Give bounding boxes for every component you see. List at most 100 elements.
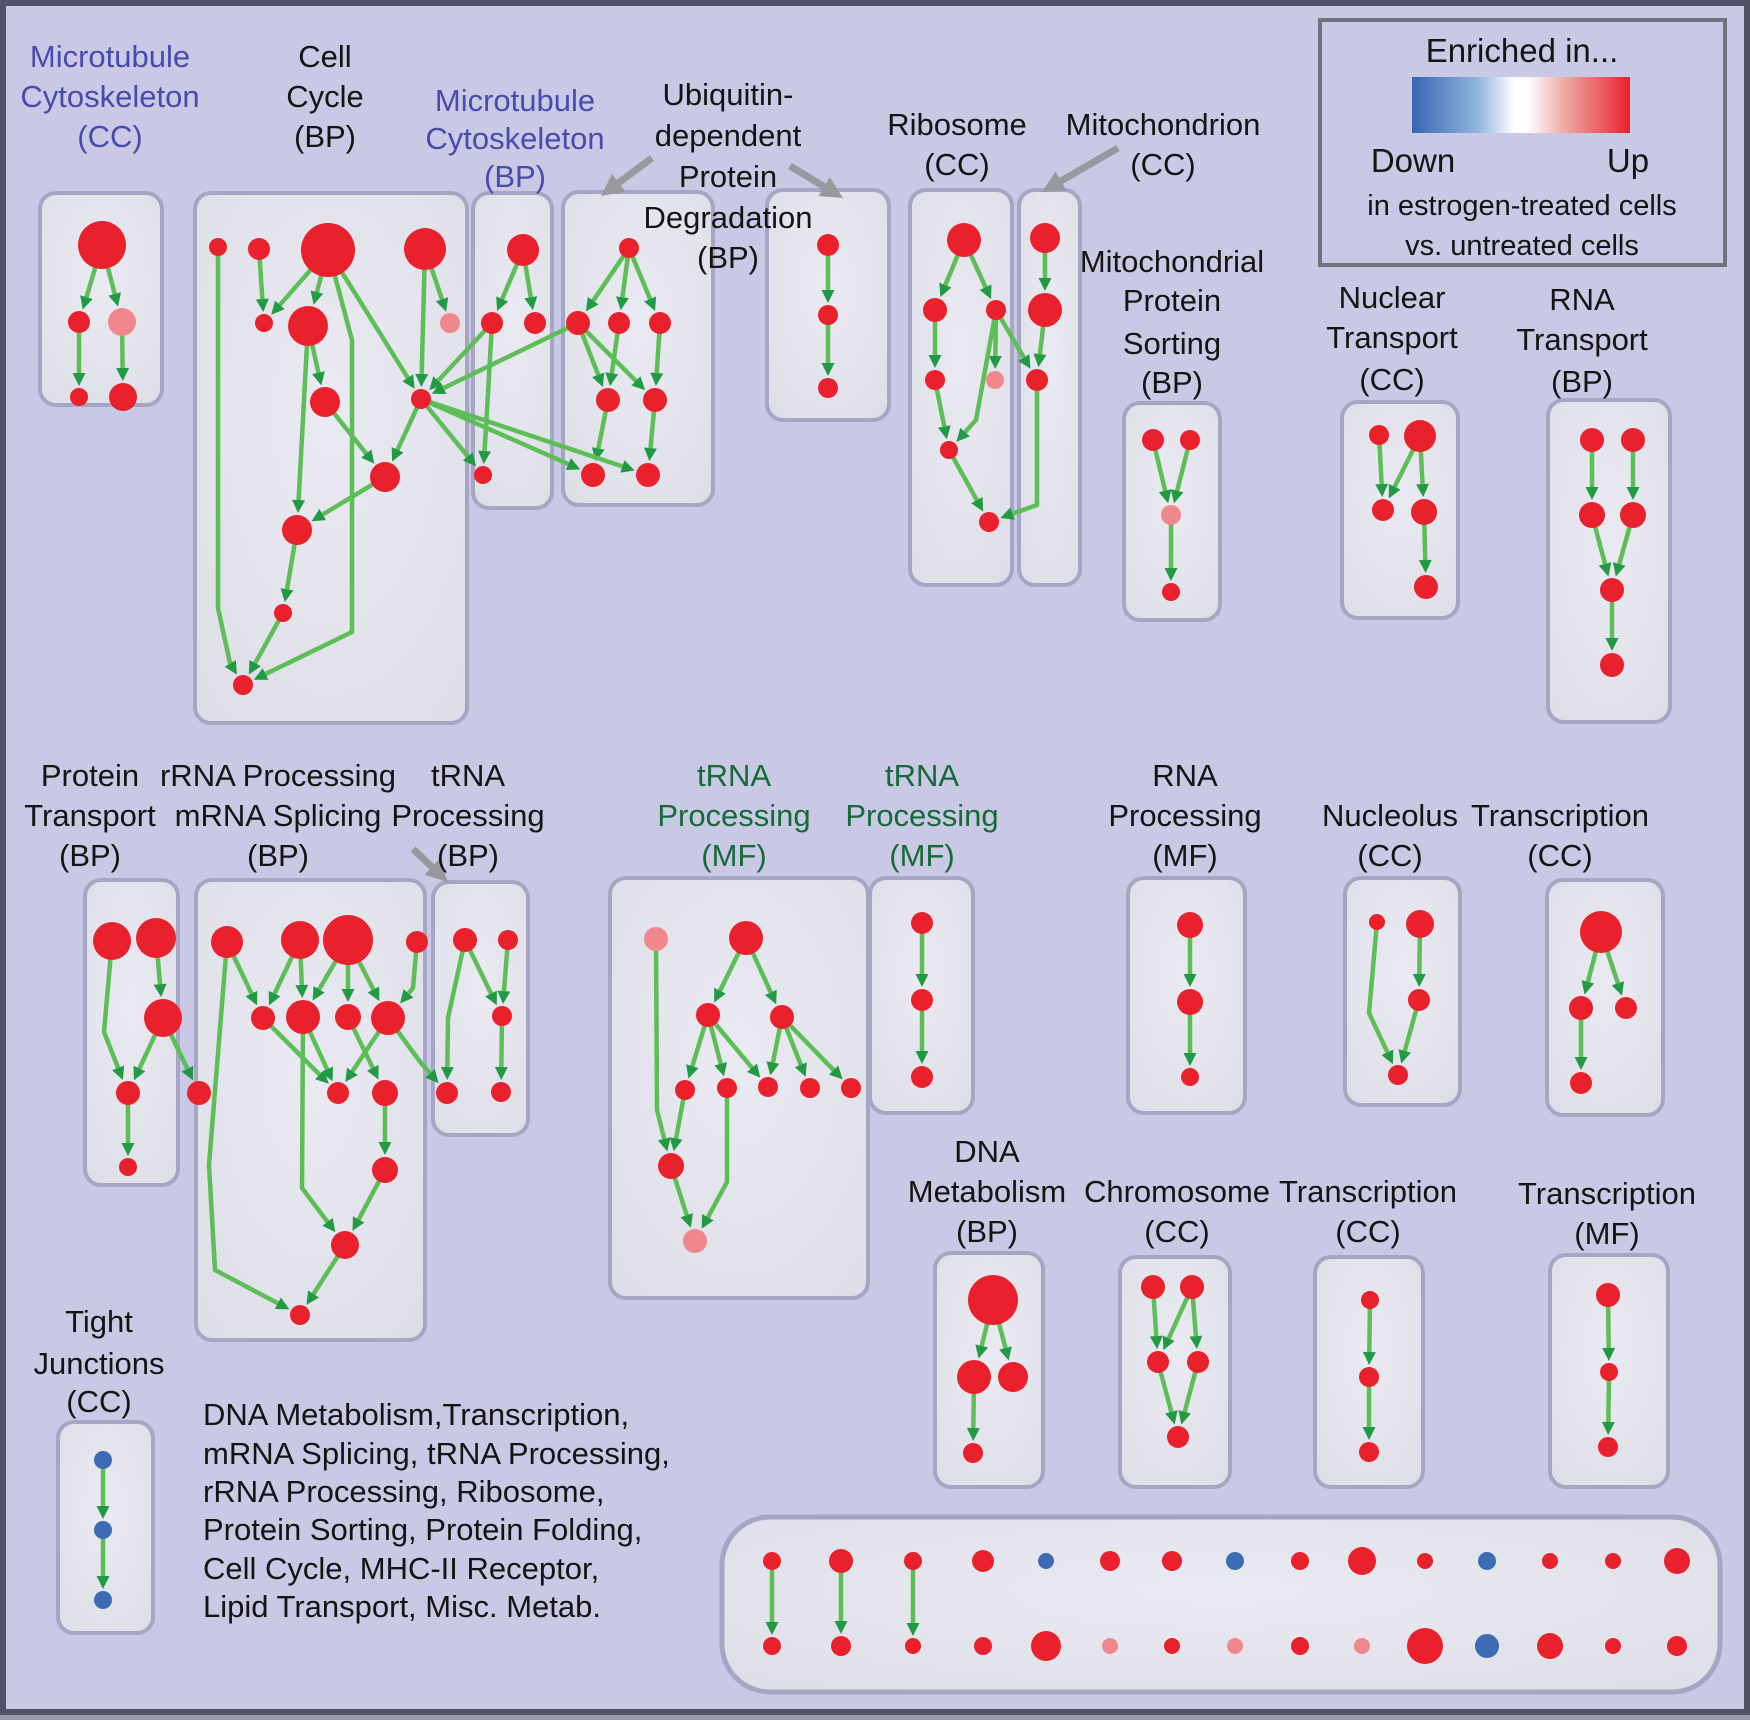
node-rr_t3 (323, 915, 373, 965)
strip-node-bottom-13 (1605, 1638, 1621, 1654)
legend-caption-line0: in estrogen-treated cells (1367, 190, 1677, 222)
edge-ch4-ch5-head (1178, 1410, 1191, 1425)
edge-nu2-nu3-head (1412, 973, 1426, 988)
edge-rr_m2-rr_b1-head (321, 1066, 334, 1082)
edge-nt4-nt5-head (1418, 559, 1432, 574)
cross-edge-rr_m4-tb_bl-head (425, 1069, 439, 1084)
edge-rr_m1-rr_b1-line (261, 1016, 322, 1077)
edge-rr_t1-rr_e-line (206, 941, 279, 1306)
node-rr_m1 (251, 1006, 275, 1030)
cluster-label-mitochondrial-protein-sorting-bp-line0: Mitochondrial (1080, 244, 1264, 279)
strip-node-bottom-2 (905, 1638, 921, 1654)
node-rp1 (1177, 912, 1203, 938)
cluster-label-transcription-cc-1-line0: Transcription (1471, 798, 1649, 833)
cross-edge-ub_r2a-cc9-line (442, 320, 579, 391)
edge-tc1-tc3-head (1611, 981, 1625, 996)
edge-tm_big-tm_ml-head (714, 987, 726, 1003)
edge-cc3-cc5-head (271, 300, 285, 315)
cluster-box-chromosome-cc (1118, 1255, 1232, 1489)
node-tm_b3 (758, 1077, 778, 1097)
legend-title: Enriched in... (1426, 32, 1619, 69)
edge-rb2-rb4-head (928, 355, 942, 368)
annotation-line-4: Cell Cycle, MHC-II Receptor, (203, 1551, 599, 1586)
node-nt2 (1404, 420, 1436, 452)
node-t33 (1359, 1442, 1379, 1462)
node-tm_b5 (841, 1078, 861, 1098)
edge-mc1-mc3-head (108, 292, 122, 307)
strip-node-bottom-12 (1537, 1633, 1563, 1659)
node-rr_t4 (406, 931, 428, 953)
node-rr_m2 (286, 1000, 320, 1034)
edge-tm_p-tm_low-head (657, 1137, 671, 1152)
node-tb_tr (498, 930, 518, 950)
edge-tm_mr-tm_b4-head (794, 1062, 807, 1077)
strip-node-bottom-5 (1102, 1638, 1118, 1654)
node-tm_b2 (717, 1078, 737, 1098)
cluster-label-microtubule-cytoskeleton-bp-line1: Cytoskeleton (425, 121, 604, 156)
node-t31 (1361, 1291, 1379, 1309)
strip-node-bottom-0 (763, 1637, 781, 1655)
strip-node-top-11 (1478, 1552, 1496, 1570)
node-tm_low (658, 1153, 684, 1179)
edge-nu3-nu4-head (1398, 1049, 1411, 1064)
cluster-label-nuclear-transport-cc-line2: (CC) (1359, 362, 1424, 397)
cluster-label-trna-processing-mf-2-line0: tRNA (885, 758, 959, 793)
legend-up-label: Up (1607, 142, 1649, 179)
cluster-box-rna-transport-bp (1546, 398, 1672, 724)
edge-tm_b1-tm_low-head (669, 1137, 683, 1152)
edge-ub_t-ub_r2b-head (615, 296, 629, 311)
edge-cc6-cc8-head (312, 371, 325, 386)
cluster-label-cell-cycle-bp-line0: Cell (298, 39, 351, 74)
node-cc3 (301, 223, 355, 277)
cluster-label-ribosome-cc-line0: Ribosome (887, 107, 1027, 142)
node-tb_bl (436, 1082, 458, 1104)
cross-edge-rr_m4-tb_bl-line (386, 1016, 432, 1075)
edge-cc3-cc9-head (402, 374, 415, 389)
edge-t31-t32-head (1362, 1351, 1376, 1366)
edge-cc1-cc13-head (224, 660, 237, 675)
cluster-label-microtubule-cytoskeleton-bp-line2: (BP) (484, 159, 546, 194)
node-ms4 (1162, 583, 1180, 601)
annotation-line-2: rRNA Processing, Ribosome, (203, 1474, 604, 1509)
strip-node-top-6 (1162, 1551, 1182, 1571)
strip-node-bottom-9 (1354, 1638, 1370, 1654)
node-rr_e (290, 1305, 310, 1325)
trna-bp-callout-arrow-head (424, 858, 448, 882)
cluster-label-mitochondrial-protein-sorting-bp-line3: (BP) (1141, 365, 1203, 400)
cross-edge-cc9-ub_b1-line (420, 396, 570, 467)
node-cc1 (209, 238, 227, 256)
node-rt3 (1579, 502, 1605, 528)
cluster-label-nucleolus-cc-line1: (CC) (1357, 838, 1422, 873)
node-ub_r3b (643, 388, 667, 412)
cluster-label-mitochondrial-protein-sorting-bp-line1: Protein (1123, 283, 1221, 318)
strip-arrow-0-head (765, 1622, 779, 1635)
edge-ub_t-ub_r2a-line (591, 246, 631, 302)
cross-edge-ub_r2a-cc9-head (431, 382, 447, 394)
strip-node-bottom-8 (1291, 1637, 1309, 1655)
cluster-label-cell-cycle-bp-line1: Cycle (286, 79, 364, 114)
edge-rb6-rb7-line (947, 448, 979, 502)
edge-cc11-cc12-head (280, 588, 294, 603)
node-u2b (818, 305, 838, 325)
node-mc5 (109, 383, 137, 411)
cluster-label-ubiquitin-degradation-bp-line2: Protein (679, 159, 777, 194)
edge-rb4-rb6-head (937, 425, 951, 440)
node-cc9 (411, 389, 431, 409)
edge-tj2-tj3-head (96, 1576, 110, 1589)
strip-box (719, 1514, 1723, 1695)
cluster-label-rrna-processing-mrna-splicing-bp-line2: (BP) (247, 838, 309, 873)
cluster-label-transcription-cc-2-line0: Transcription (1279, 1174, 1457, 1209)
node-pt2 (136, 918, 176, 958)
node-nu3 (1408, 989, 1430, 1011)
edge-ms1-ms3-head (1158, 489, 1172, 504)
edge-u2b-u2c-head (821, 363, 835, 376)
cluster-label-rrna-processing-mrna-splicing-bp-line0: rRNA Processing (160, 758, 396, 793)
cluster-label-dna-metabolism-bp-line2: (BP) (956, 1214, 1018, 1249)
node-tm_pb (683, 1229, 707, 1253)
edge-tm_ml-tm_b1-head (686, 1064, 699, 1079)
edge-u2a-u2b-head (821, 290, 835, 303)
cluster-label-dna-metabolism-bp-line0: DNA (954, 1134, 1020, 1169)
strip-node-top-14 (1664, 1548, 1690, 1574)
